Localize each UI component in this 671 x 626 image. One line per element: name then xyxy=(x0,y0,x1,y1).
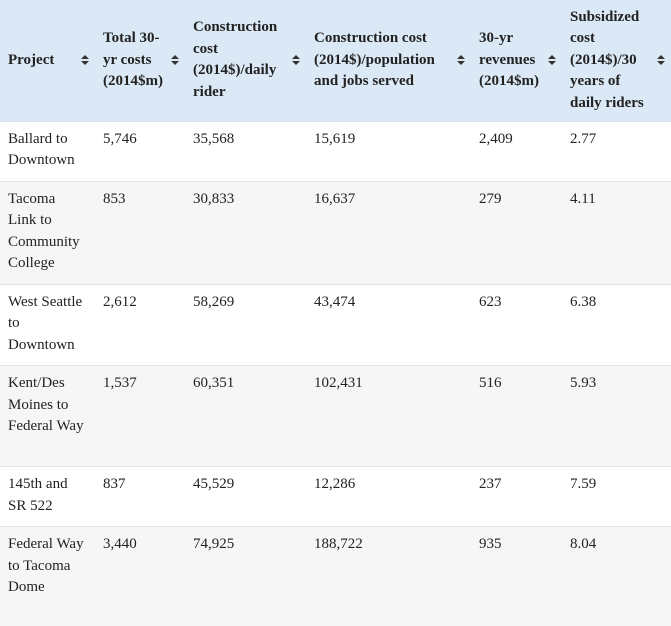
value-cell: 35,568 xyxy=(185,120,306,181)
header-text: Construction cost (2014$)/population and… xyxy=(314,30,435,89)
value-cell: 45,529 xyxy=(185,466,306,527)
value-cell: 8.04 xyxy=(562,526,671,626)
column-header[interactable]: Construction cost (2014$)/daily rider xyxy=(185,0,306,121)
value-cell: 279 xyxy=(471,180,562,284)
column-header[interactable]: Total 30-yr costs (2014$m) xyxy=(95,0,185,121)
value-cell: 74,925 xyxy=(185,526,306,626)
sort-icon[interactable] xyxy=(81,55,89,66)
value-cell: 60,351 xyxy=(185,365,306,467)
table-row: Federal Way to Tacoma Dome 3,440 74,925 188… xyxy=(0,526,671,626)
table-row: Ballard to Downtown 5,746 35,568 15,619 2,40… xyxy=(0,120,671,181)
project-cell: Kent/Des Moines to Federal Way xyxy=(0,365,95,467)
header-text: Project xyxy=(8,51,55,68)
value-cell: 237 xyxy=(471,466,562,527)
value-cell: 2,612 xyxy=(95,283,185,366)
header-text: 30-yr revenues (2014$m) xyxy=(479,30,539,89)
value-cell: 58,269 xyxy=(185,283,306,366)
value-cell: 30,833 xyxy=(185,180,306,284)
value-cell: 837 xyxy=(95,466,185,527)
project-cell: Ballard to Downtown xyxy=(0,120,95,181)
value-cell: 2,409 xyxy=(471,120,562,181)
column-header[interactable]: 30-yr revenues (2014$m) xyxy=(471,0,562,121)
column-header[interactable]: Construction cost (2014$)/population and… xyxy=(306,0,471,121)
table-row: West Seattle to Downtown 2,612 58,269 43,47… xyxy=(0,283,671,366)
sort-icon[interactable] xyxy=(457,55,465,66)
value-cell: 3,440 xyxy=(95,526,185,626)
value-cell: 188,722 xyxy=(306,526,471,626)
value-cell: 102,431 xyxy=(306,365,471,467)
header-text: Construction cost (2014$)/daily rider xyxy=(193,19,278,100)
sort-icon[interactable] xyxy=(548,55,556,66)
value-cell: 516 xyxy=(471,365,562,467)
value-cell: 1,537 xyxy=(95,365,185,467)
header-text: Total 30-yr costs (2014$m) xyxy=(103,30,163,89)
value-cell: 7.59 xyxy=(562,466,671,527)
value-cell: 15,619 xyxy=(306,120,471,181)
value-cell: 853 xyxy=(95,180,185,284)
value-cell: 4.11 xyxy=(562,180,671,284)
table-row: Kent/Des Moines to Federal Way 1,537 60,35… xyxy=(0,365,671,467)
column-header[interactable]: Subsidized cost (2014$)/30 years of dail… xyxy=(562,0,671,121)
table-row: 145th and SR 522 837 45,529 12,286 237 7.59 xyxy=(0,466,671,527)
project-cell: Federal Way to Tacoma Dome xyxy=(0,526,95,626)
column-header[interactable]: Project xyxy=(0,0,95,121)
sort-icon[interactable] xyxy=(171,55,179,66)
table-row: Tacoma Link to Community College 853 30,83… xyxy=(0,180,671,284)
project-cell: West Seattle to Downtown xyxy=(0,283,95,366)
header-text: Subsidized cost (2014$)/30 years of dail… xyxy=(570,8,644,111)
value-cell: 935 xyxy=(471,526,562,626)
value-cell: 5.93 xyxy=(562,365,671,467)
value-cell: 6.38 xyxy=(562,283,671,366)
sort-icon[interactable] xyxy=(657,55,665,66)
value-cell: 5,746 xyxy=(95,120,185,181)
project-cell: Tacoma Link to Community College xyxy=(0,180,95,284)
value-cell: 2.77 xyxy=(562,120,671,181)
value-cell: 623 xyxy=(471,283,562,366)
value-cell: 16,637 xyxy=(306,180,471,284)
sort-icon[interactable] xyxy=(292,55,300,66)
table-body: Ballard to Downtown 5,746 35,568 15,619 2,40… xyxy=(0,120,671,626)
value-cell: 12,286 xyxy=(306,466,471,527)
project-cell: 145th and SR 522 xyxy=(0,466,95,527)
header-row: Project Total 30-yr costs (2014$m) Constru… xyxy=(0,0,671,121)
value-cell: 43,474 xyxy=(306,283,471,366)
